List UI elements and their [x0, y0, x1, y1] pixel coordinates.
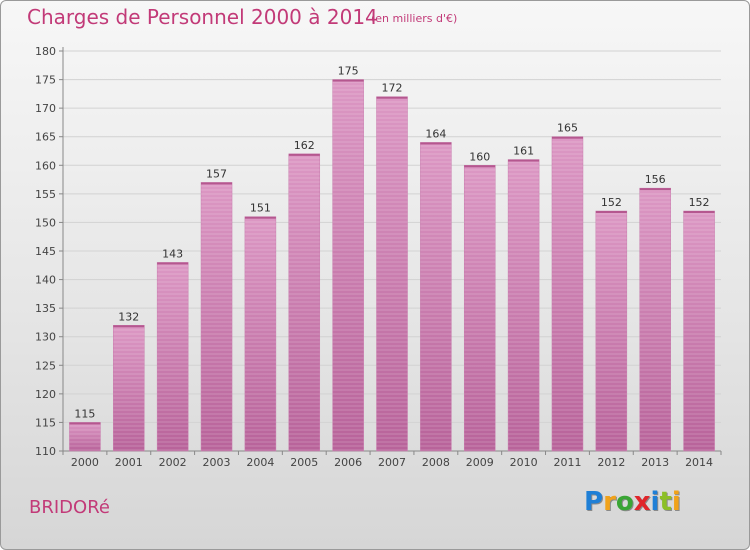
x-tick-labels: 2000 2001 2002 2003 2004 2005 2006 2007 2008 2009… — [71, 456, 713, 469]
x-tick-label: 2005 — [290, 456, 318, 469]
x-tick-label: 2008 — [422, 456, 450, 469]
y-tick-label: 130 — [35, 331, 56, 344]
x-tick-label: 2010 — [510, 456, 538, 469]
bar-value-label: 156 — [645, 173, 666, 186]
x-tick-label: 2001 — [115, 456, 143, 469]
logo-letter: r — [603, 487, 616, 517]
y-tick-label: 125 — [35, 359, 56, 372]
y-tick-label: 155 — [35, 188, 56, 201]
x-tick-label: 2013 — [641, 456, 669, 469]
bars — [69, 79, 715, 452]
y-tick-label: 160 — [35, 159, 56, 172]
bar-value-label: 164 — [425, 127, 446, 140]
bar-value-label: 151 — [250, 202, 271, 215]
y-tick-label: 170 — [35, 102, 56, 115]
bar — [463, 165, 496, 452]
logo-letter: x — [633, 487, 651, 517]
x-tick-label: 2007 — [378, 456, 406, 469]
bar — [200, 182, 233, 452]
x-tick-label: 2006 — [334, 456, 362, 469]
x-tick-label: 2011 — [553, 456, 581, 469]
bar-value-label: 172 — [382, 82, 403, 95]
x-tick-label: 2003 — [203, 456, 231, 469]
bar — [244, 216, 277, 452]
y-tick-label: 140 — [35, 274, 56, 287]
bar-value-label: 143 — [162, 247, 183, 260]
bar-value-label: 175 — [338, 65, 359, 78]
y-tick-label: 180 — [35, 45, 56, 58]
bar-value-label: 165 — [557, 122, 578, 135]
bar-value-label: 161 — [513, 145, 534, 158]
bar-value-label: 132 — [118, 310, 139, 323]
bar-value-label: 160 — [469, 150, 490, 163]
bar — [551, 136, 584, 452]
bar — [332, 79, 364, 452]
y-tick-label: 135 — [35, 302, 56, 315]
logo-letter: i — [671, 487, 681, 517]
bar — [595, 210, 628, 452]
logo-letter: i — [650, 487, 660, 517]
y-tick-label: 165 — [35, 131, 56, 144]
bar — [288, 153, 321, 452]
bar — [156, 262, 189, 452]
bar — [69, 422, 101, 452]
chart-subtitle: (en milliers d'€) — [371, 12, 458, 25]
x-tick-label: 2009 — [466, 456, 494, 469]
commune-name: BRIDORé — [29, 497, 110, 518]
x-tick-label: 2002 — [159, 456, 187, 469]
logo-letter: o — [615, 487, 634, 517]
bar — [507, 159, 540, 452]
x-tick-label: 2004 — [246, 456, 274, 469]
logo-letter: P — [584, 487, 604, 517]
x-tick-label: 2014 — [685, 456, 713, 469]
proxiti-logo: Proxiti — [584, 487, 681, 517]
data-labels: 115 132 143 157 151 162 175 172 164 160 161 165 152 1… — [74, 65, 709, 421]
bar-value-label: 152 — [689, 196, 710, 209]
bar-value-label: 162 — [294, 139, 315, 152]
bar-value-label: 157 — [206, 167, 227, 180]
x-tick-label: 2012 — [597, 456, 625, 469]
y-tick-labels: 110 115 120 125 130 135 140 145 150 155 160 165 170 1… — [35, 45, 56, 458]
bar — [639, 187, 671, 452]
y-tick-label: 145 — [35, 245, 56, 258]
bar — [376, 96, 408, 452]
x-tick-label: 2000 — [71, 456, 99, 469]
chart-title: Charges de Personnel 2000 à 2014 — [27, 5, 378, 29]
y-tick-label: 110 — [35, 445, 56, 458]
y-tick-label: 120 — [35, 388, 56, 401]
bar — [683, 210, 715, 452]
y-tick-label: 175 — [35, 74, 56, 87]
y-tick-label: 115 — [35, 416, 56, 429]
bar — [420, 142, 452, 452]
bar — [113, 325, 145, 452]
bar-value-label: 152 — [601, 196, 622, 209]
y-tick-label: 150 — [35, 216, 56, 229]
bar-value-label: 115 — [74, 407, 95, 420]
logo-letter: t — [659, 487, 672, 517]
